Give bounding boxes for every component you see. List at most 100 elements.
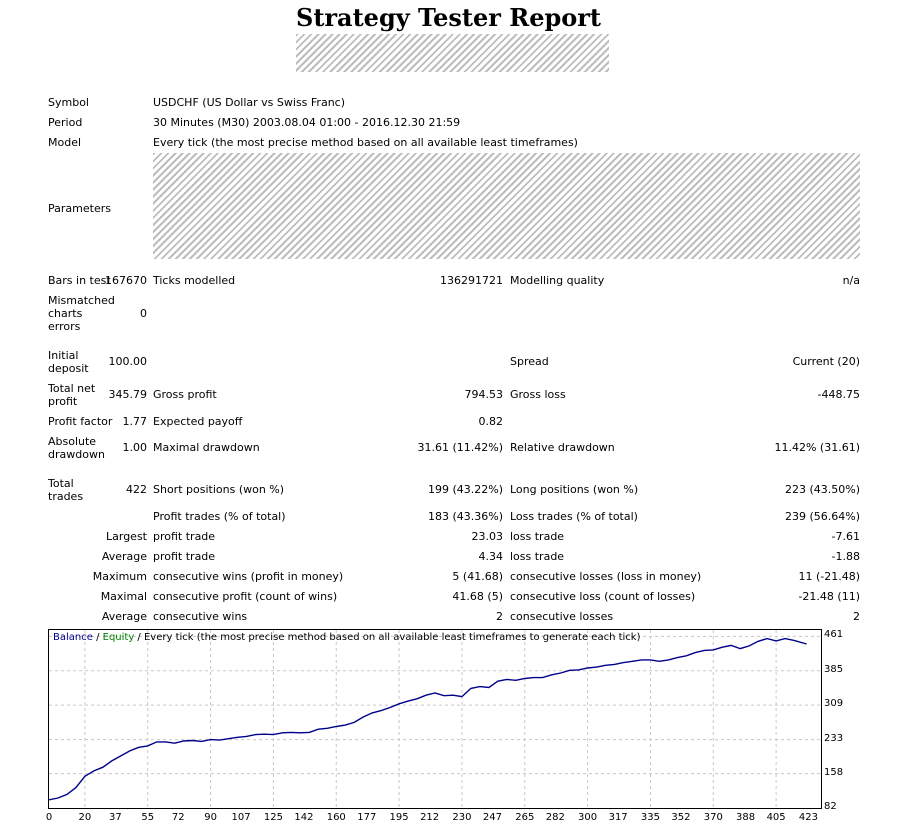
max-consec-wins-value: 5 (41.68) <box>452 570 503 583</box>
period-label: Period <box>48 116 83 129</box>
max-consec-losses-label: consecutive losses (loss in money) <box>510 570 702 583</box>
average-loss-label: loss trade <box>510 550 565 563</box>
relative-drawdown-value: 11.42% (31.61) <box>774 441 860 454</box>
x-tick-label: 142 <box>294 812 314 823</box>
x-tick-label: 177 <box>357 812 377 823</box>
absolute-drawdown-value: 1.00 <box>122 441 148 454</box>
expected-payoff-label: Expected payoff <box>153 415 243 428</box>
spread-value: Current (20) <box>792 355 860 368</box>
loss-trades-value: 239 (56.64%) <box>784 510 860 523</box>
avg-consec-losses-label: consecutive losses <box>510 610 614 623</box>
largest-loss-value: -7.61 <box>831 530 860 543</box>
total-net-profit-value: 345.79 <box>108 388 148 401</box>
average-loss-value: -1.88 <box>831 550 860 563</box>
long-positions-value: 223 (43.50%) <box>784 483 860 496</box>
symbol-label: Symbol <box>48 96 89 109</box>
short-positions-label: Short positions (won %) <box>153 483 285 496</box>
y-tick-label: 385 <box>824 663 844 675</box>
initial-deposit-value: 100.00 <box>108 355 148 368</box>
spread-label: Spread <box>510 355 549 368</box>
mismatched-label-2: charts <box>48 307 83 320</box>
balance-chart: Balance / Equity / Every tick (the most … <box>48 629 822 809</box>
maximal-consec-profit-value: 41.68 (5) <box>452 590 503 603</box>
symbol-value: USDCHF (US Dollar vs Swiss Franc) <box>153 96 346 109</box>
expected-payoff-value: 0.82 <box>478 415 504 428</box>
average-consec-label: Average <box>101 610 147 623</box>
initial-deposit-label-1: Initial <box>48 349 79 362</box>
total-net-profit-label-2: profit <box>48 395 78 408</box>
legend-description: / Every tick (the most precise method ba… <box>134 632 641 643</box>
redacted-header-block <box>296 34 609 72</box>
y-tick-label: 82 <box>824 801 837 812</box>
profit-trades-label: Profit trades (% of total) <box>153 510 286 523</box>
x-tick-label: 370 <box>703 812 723 823</box>
x-tick-label: 335 <box>640 812 660 823</box>
mismatched-label-3: errors <box>48 320 81 333</box>
avg-consec-losses-value: 2 <box>853 610 860 623</box>
x-tick-label: 72 <box>171 812 185 823</box>
legend-separator: / <box>92 632 103 643</box>
absolute-drawdown-label-1: Absolute <box>48 435 97 448</box>
y-tick-label: 461 <box>824 629 844 641</box>
period-value: 30 Minutes (M30) 2003.08.04 01:00 - 2016… <box>153 116 461 129</box>
gross-profit-label: Gross profit <box>153 388 217 401</box>
x-tick-label: 107 <box>231 812 251 823</box>
gross-loss-value: -448.75 <box>817 388 860 401</box>
max-consec-losses-value: 11 (-21.48) <box>798 570 860 583</box>
x-tick-label: 300 <box>578 812 598 823</box>
total-net-profit-label-1: Total net <box>48 382 96 395</box>
parameters-label: Parameters <box>48 202 111 215</box>
gross-loss-label: Gross loss <box>510 388 566 401</box>
maximal-consec-loss-label: consecutive loss (count of losses) <box>510 590 696 603</box>
maximal-drawdown-value: 31.61 (11.42%) <box>417 441 503 454</box>
balance-chart-plot <box>49 630 821 808</box>
x-tick-label: 265 <box>515 812 535 823</box>
largest-profit-value: 23.03 <box>471 530 504 543</box>
modelling-quality-value: n/a <box>842 274 860 287</box>
modelling-quality-label: Modelling quality <box>510 274 605 287</box>
profit-factor-label: Profit factor <box>48 415 113 428</box>
maximal-label: Maximal <box>100 590 147 603</box>
profit-factor-value: 1.77 <box>122 415 148 428</box>
bars-in-test-label: Bars in test <box>48 274 111 287</box>
x-tick-label: 405 <box>766 812 786 823</box>
absolute-drawdown-label-2: drawdown <box>48 448 105 461</box>
gross-profit-value: 794.53 <box>464 388 504 401</box>
x-tick-label: 37 <box>109 812 122 823</box>
y-tick-label: 158 <box>824 766 844 778</box>
maximal-consec-profit-label: consecutive profit (count of wins) <box>153 590 338 603</box>
y-tick-label: 309 <box>824 698 844 710</box>
x-tick-label: 90 <box>204 812 217 823</box>
x-tick-label: 423 <box>798 812 818 823</box>
average-profit-value: 4.34 <box>478 550 504 563</box>
x-tick-label: 55 <box>141 812 155 823</box>
x-tick-label: 20 <box>78 812 92 823</box>
mismatched-label-1: Mismatched <box>48 294 115 307</box>
largest-loss-label: loss trade <box>510 530 565 543</box>
x-tick-label: 247 <box>482 812 502 823</box>
x-tick-label: 125 <box>263 812 283 823</box>
short-positions-value: 199 (43.22%) <box>427 483 503 496</box>
profit-trades-value: 183 (43.36%) <box>427 510 503 523</box>
relative-drawdown-label: Relative drawdown <box>510 441 615 454</box>
y-tick-label: 233 <box>824 732 844 744</box>
mismatched-value: 0 <box>140 307 147 320</box>
total-trades-value: 422 <box>126 483 147 496</box>
redacted-parameters-block <box>153 153 860 259</box>
x-tick-label: 160 <box>326 812 346 823</box>
average-label: Average <box>101 550 147 563</box>
maximal-drawdown-label: Maximal drawdown <box>153 441 260 454</box>
initial-deposit-label-2: deposit <box>48 362 89 375</box>
loss-trades-label: Loss trades (% of total) <box>510 510 638 523</box>
average-profit-label: profit trade <box>153 550 216 563</box>
total-trades-label-2: trades <box>48 490 84 503</box>
x-tick-label: 0 <box>45 812 53 823</box>
x-tick-label: 352 <box>671 812 691 823</box>
model-label: Model <box>48 136 82 149</box>
largest-label: Largest <box>106 530 147 543</box>
total-trades-label-1: Total <box>48 477 74 490</box>
bars-in-test-value: 167670 <box>105 274 147 287</box>
avg-consec-wins-value: 2 <box>496 610 503 623</box>
legend-equity: Equity <box>102 632 135 643</box>
x-tick-label: 212 <box>420 812 440 823</box>
